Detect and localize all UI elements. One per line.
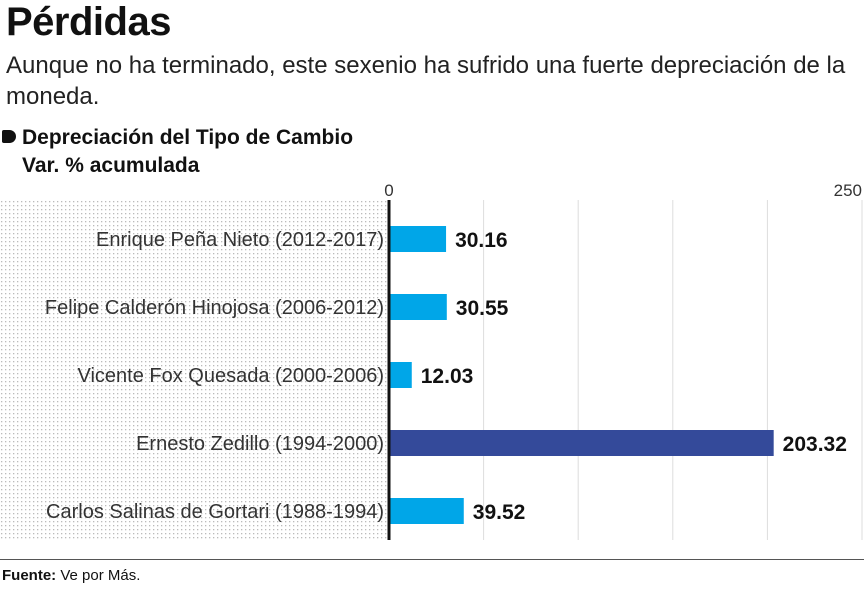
category-label: Carlos Salinas de Gortari (1988-1994) (46, 501, 384, 523)
series-sublabel: Var. % acumulada (22, 154, 200, 177)
bar (389, 294, 447, 320)
footer-divider (0, 559, 864, 560)
value-labels: 30.16 30.55 12.03 203.32 39.52 (421, 229, 847, 524)
value-label: 203.32 (783, 433, 847, 456)
label-area-dot-pattern (0, 200, 389, 540)
bar (389, 226, 447, 252)
source-label: Fuente: (2, 567, 57, 584)
category-label: Enrique Peña Nieto (2012-2017) (96, 229, 384, 251)
series-bullet-icon (2, 130, 16, 143)
chart-subtitle: Aunque no ha terminado, este sexenio ha … (6, 52, 846, 110)
chart-title: Pérdidas (6, 0, 171, 44)
bars (389, 226, 774, 524)
source-text: Ve por Más. (60, 567, 141, 584)
value-label: 30.16 (455, 229, 508, 252)
value-label: 30.55 (456, 297, 509, 320)
x-tick-label: 250 (834, 181, 862, 200)
category-label: Ernesto Zedillo (1994-2000) (136, 433, 384, 455)
value-label: 39.52 (473, 501, 526, 524)
bar-chart: 0 250 Enrique Peña Nieto (2012-2017) Felip… (0, 181, 863, 540)
x-tick-label: 0 (384, 181, 393, 200)
bar (389, 430, 774, 456)
bar (389, 362, 412, 388)
source-note: Fuente: Ve por Más. (2, 567, 140, 585)
value-label: 12.03 (421, 365, 474, 388)
bar (389, 498, 464, 524)
category-label: Felipe Calderón Hinojosa (2006-2012) (45, 297, 384, 319)
series-label: Depreciación del Tipo de Cambio (22, 126, 354, 149)
category-label: Vicente Fox Quesada (2000-2006) (78, 365, 385, 387)
category-labels: Enrique Peña Nieto (2012-2017) Felipe Cal… (45, 229, 384, 523)
grid-lines (483, 200, 863, 540)
x-tick-labels: 0 250 (384, 181, 862, 200)
